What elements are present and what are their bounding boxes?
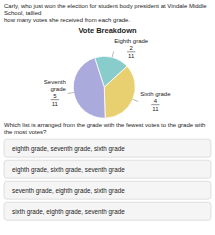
option-box (4, 139, 211, 157)
slices (73, 56, 135, 118)
fraction-denominator: 11 (52, 101, 59, 107)
option-text: eighth grade, seventh grade, sixth grade (12, 145, 125, 153)
labels: Eighth grade2 11 Sixth grade4 11 Seventhgrad… (44, 38, 171, 112)
fraction-numerator: 4 (154, 98, 158, 104)
option-text: eighth grade, sixth grade, seventh grade (12, 166, 125, 174)
slice-label: Seventhgrade (44, 79, 67, 92)
options: eighth grade, seventh grade, sixth grade… (4, 139, 211, 220)
fraction-bar (51, 99, 59, 100)
fraction-denominator: 11 (152, 106, 159, 112)
pie: Eighth grade2 11 Sixth grade4 11 Seventhgrad… (44, 38, 171, 118)
slice (104, 66, 135, 118)
leader-line (68, 93, 74, 94)
fraction-bar (127, 51, 135, 52)
subtitle: Carly, who just won the election for stu… (4, 3, 207, 16)
option-box (4, 160, 211, 178)
fraction-bar (151, 104, 159, 105)
slice-label: Eighth grade (114, 38, 149, 44)
question: Which list is arranged from the grade wi… (4, 122, 205, 135)
option-text: sixth grade, eighth grade, seventh grade (12, 208, 125, 216)
fraction-numerator: 2 (130, 45, 134, 51)
fraction-numerator: 5 (53, 93, 57, 99)
fraction-denominator: 11 (128, 53, 135, 59)
slice-label: Sixth grade (140, 91, 171, 97)
slice (73, 58, 105, 118)
option-box (4, 181, 211, 199)
leader-line (133, 99, 139, 101)
subtitle: how many votes she received from each gr… (4, 17, 130, 23)
option-text: seventh grade, eighth grade, sixth grade (12, 187, 125, 195)
chart: Carly, who just won the election for stu… (0, 0, 215, 235)
title: Vote Breakdown (78, 26, 137, 35)
option-box (4, 202, 211, 220)
leader-line (112, 51, 114, 57)
